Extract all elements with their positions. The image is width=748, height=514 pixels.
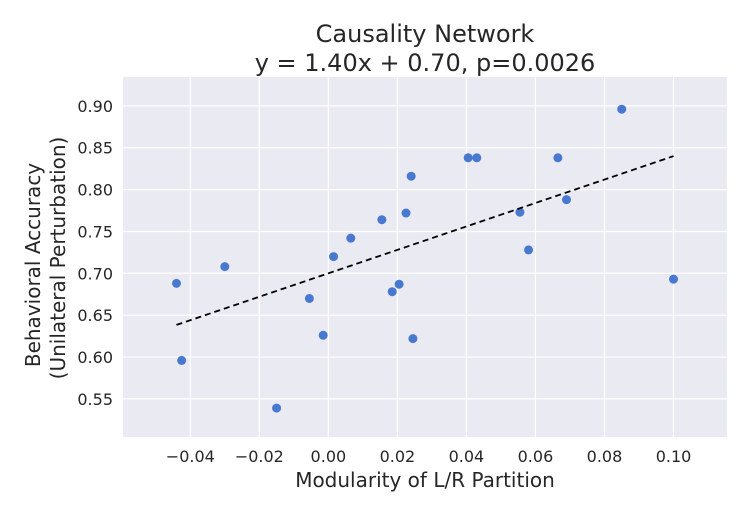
y-tick-label: 0.60: [77, 348, 113, 367]
y-tick-labels: 0.55 0.60 0.65 0.70 0.75 0.80 0.85 0.90: [77, 97, 113, 409]
data-point: [562, 195, 572, 205]
y-tick-label: 0.70: [77, 264, 113, 283]
y-tick-label: 0.75: [77, 222, 113, 241]
regression-line: [176, 155, 674, 326]
chart-title: Causality Network: [316, 20, 535, 48]
data-point: [401, 208, 411, 218]
y-axis-label-line1: Behavioral Accuracy: [21, 163, 45, 367]
data-point: [394, 279, 404, 289]
data-point: [346, 233, 356, 243]
data-point: [406, 171, 416, 181]
data-point: [553, 153, 563, 163]
data-point: [524, 245, 534, 255]
data-point: [329, 252, 339, 262]
x-tick-label: 0.10: [656, 447, 692, 466]
x-axis-label: Modularity of L/R Partition: [295, 468, 555, 492]
y-tick-label: 0.65: [77, 306, 113, 325]
plot-area: [123, 77, 727, 437]
chart-subtitle: y = 1.40x + 0.70, p=0.0026: [255, 49, 596, 77]
data-point: [377, 215, 387, 225]
data-point: [318, 330, 328, 340]
data-point: [171, 278, 181, 288]
data-point: [669, 274, 679, 284]
x-tick-label: 0.02: [380, 447, 416, 466]
data-point: [408, 334, 418, 344]
y-axis-label-line2: (Unilateral Perturbation): [46, 137, 70, 380]
data-point: [272, 403, 282, 413]
y-tick-label: 0.90: [77, 97, 113, 116]
data-point: [387, 287, 397, 297]
x-tick-label: 0.04: [449, 447, 485, 466]
x-tick-label: 0.00: [311, 447, 347, 466]
x-tick-labels: −0.04 −0.02 0.00 0.02 0.04 0.06 0.08 0.10: [166, 447, 692, 466]
y-tick-label: 0.85: [77, 139, 113, 158]
data-point: [472, 153, 482, 163]
data-point: [617, 104, 627, 114]
data-point: [220, 262, 230, 272]
data-points: [171, 104, 679, 413]
grid-lines: [123, 77, 727, 437]
x-tick-label: −0.02: [235, 447, 284, 466]
y-tick-label: 0.55: [77, 390, 113, 409]
x-tick-label: −0.04: [166, 447, 215, 466]
data-point: [177, 355, 187, 365]
data-point: [304, 293, 314, 303]
data-point: [463, 153, 473, 163]
y-tick-label: 0.80: [77, 181, 113, 200]
x-tick-label: 0.06: [518, 447, 554, 466]
x-tick-label: 0.08: [587, 447, 623, 466]
